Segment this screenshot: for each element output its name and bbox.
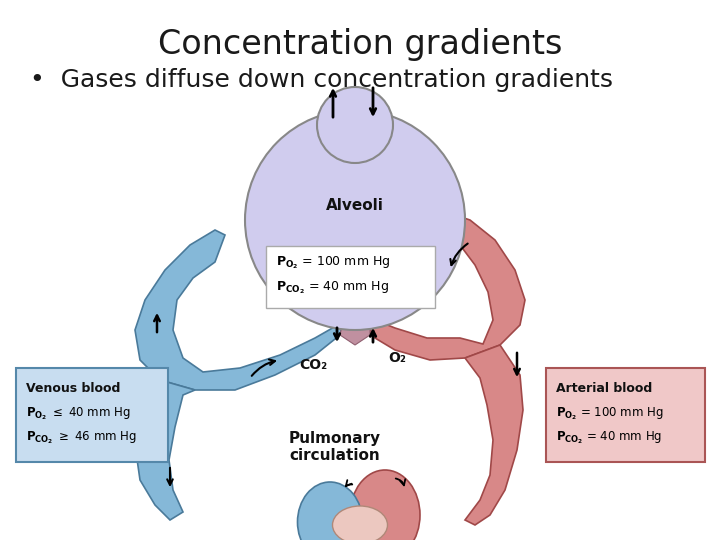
Text: Arterial blood: Arterial blood: [556, 381, 652, 395]
Circle shape: [245, 110, 465, 330]
FancyBboxPatch shape: [266, 246, 435, 308]
Text: $\mathbf{P_{CO_2}}$ $\geq$ 46 mm Hg: $\mathbf{P_{CO_2}}$ $\geq$ 46 mm Hg: [26, 430, 137, 446]
Polygon shape: [340, 318, 370, 345]
Polygon shape: [135, 230, 343, 390]
Ellipse shape: [333, 506, 387, 540]
FancyBboxPatch shape: [546, 368, 705, 462]
Polygon shape: [465, 345, 523, 525]
Text: CO₂: CO₂: [299, 358, 327, 372]
Text: $\mathbf{P_{CO_2}}$ = 40 mm Hg: $\mathbf{P_{CO_2}}$ = 40 mm Hg: [556, 430, 662, 446]
Ellipse shape: [350, 470, 420, 540]
Text: O₂: O₂: [388, 351, 406, 365]
Text: Pulmonary: Pulmonary: [289, 430, 381, 445]
Polygon shape: [135, 380, 195, 520]
Text: Venous blood: Venous blood: [26, 381, 120, 395]
Text: $\mathbf{P_{O_2}}$ = 100 mm Hg: $\mathbf{P_{O_2}}$ = 100 mm Hg: [276, 255, 390, 271]
Text: Concentration gradients: Concentration gradients: [158, 28, 562, 61]
Ellipse shape: [297, 482, 362, 540]
Text: $\mathbf{P_{CO_2}}$ = 40 mm Hg: $\mathbf{P_{CO_2}}$ = 40 mm Hg: [276, 280, 389, 296]
Text: $\mathbf{P_{O_2}}$ = 100 mm Hg: $\mathbf{P_{O_2}}$ = 100 mm Hg: [556, 406, 664, 422]
Circle shape: [317, 87, 393, 163]
Polygon shape: [370, 215, 525, 360]
FancyBboxPatch shape: [16, 368, 168, 462]
Text: $\mathbf{P_{O_2}}$ $\leq$ 40 mm Hg: $\mathbf{P_{O_2}}$ $\leq$ 40 mm Hg: [26, 406, 131, 422]
Text: circulation: circulation: [289, 449, 380, 463]
Text: •  Gases diffuse down concentration gradients: • Gases diffuse down concentration gradi…: [30, 68, 613, 92]
Text: Alveoli: Alveoli: [326, 198, 384, 213]
